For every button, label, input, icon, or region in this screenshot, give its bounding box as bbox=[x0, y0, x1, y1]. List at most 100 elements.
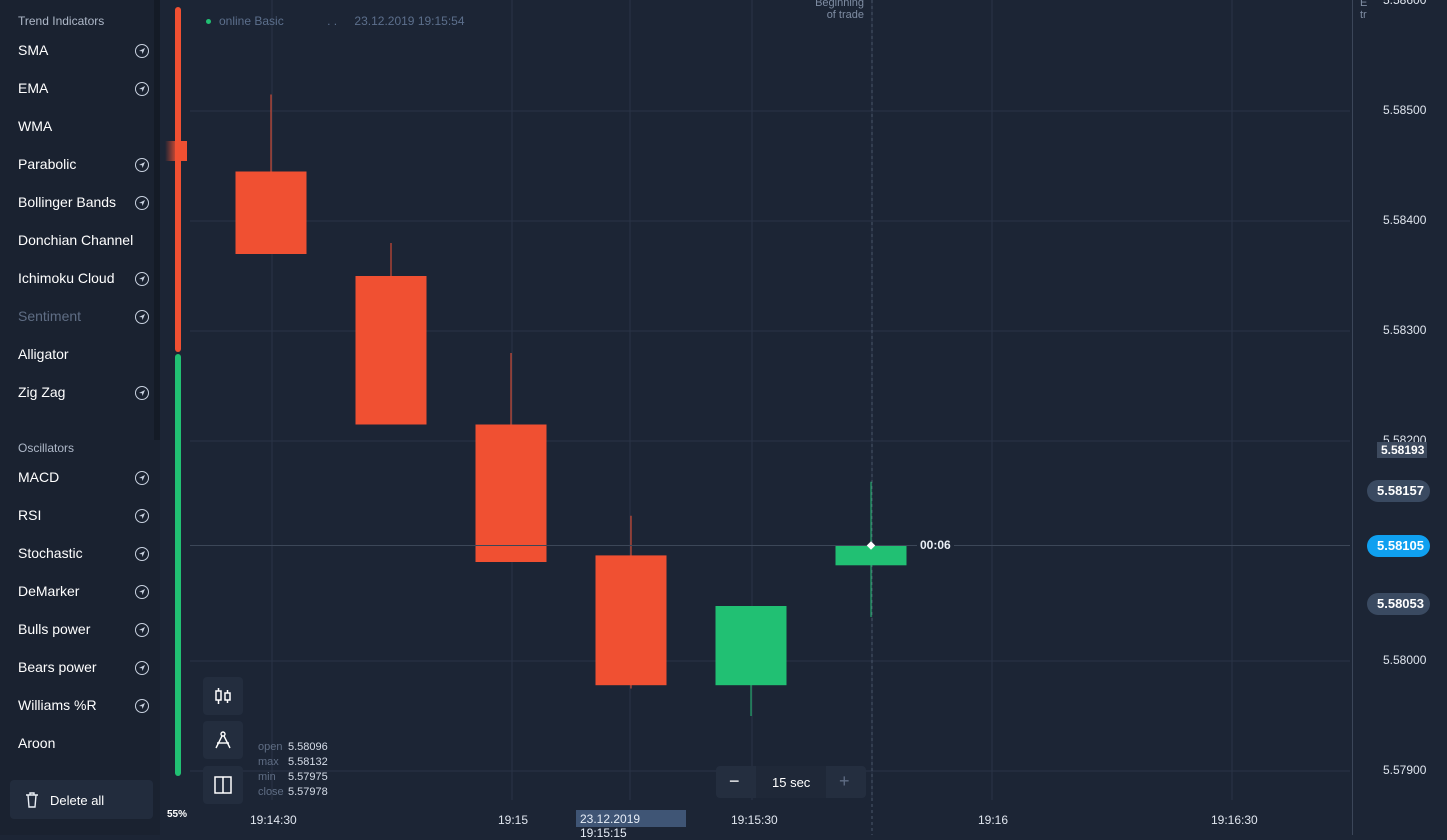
settings-arrow-icon[interactable] bbox=[135, 585, 149, 599]
indicator-bollinger-bands[interactable]: Bollinger Bands bbox=[0, 186, 154, 220]
price-tick: 5.58000 bbox=[1383, 653, 1427, 667]
price-tick: 5.58600 bbox=[1383, 0, 1427, 7]
trash-icon bbox=[26, 792, 38, 808]
timeframe-decrease-button[interactable]: − bbox=[716, 766, 756, 798]
account-label: online Basic bbox=[219, 14, 284, 28]
settings-arrow-icon[interactable] bbox=[135, 386, 149, 400]
settings-arrow-icon[interactable] bbox=[135, 158, 149, 172]
chart-header: online Basic . . 23.12.2019 19:15:54 bbox=[206, 14, 465, 28]
sentiment-marker bbox=[165, 141, 187, 161]
close-key: close bbox=[258, 786, 284, 798]
settings-arrow-icon[interactable] bbox=[135, 44, 149, 58]
ohlc-info: open 5.58096 max 5.58132 min 5.57975 close 5… bbox=[258, 740, 328, 800]
indicator-wma[interactable]: WMA bbox=[0, 110, 154, 144]
sentiment-buy-bar bbox=[175, 354, 181, 776]
time-tick: 19:16 bbox=[978, 813, 1009, 827]
indicator-ema[interactable]: EMA bbox=[0, 72, 154, 106]
indicator-zig-zag[interactable]: Zig Zag bbox=[0, 376, 154, 410]
indicator-sma[interactable]: SMA bbox=[0, 34, 154, 68]
layout-button[interactable] bbox=[203, 766, 243, 804]
indicator-label: DeMarker bbox=[18, 583, 80, 599]
price-tick: 5.58500 bbox=[1383, 103, 1427, 117]
candle-body bbox=[235, 171, 307, 254]
indicator-label: Donchian Channel bbox=[18, 232, 134, 248]
indicator-label: RSI bbox=[18, 507, 42, 523]
indicator-bears-power[interactable]: Bears power bbox=[0, 651, 154, 685]
compass-icon bbox=[215, 731, 231, 749]
settings-arrow-icon[interactable] bbox=[135, 547, 149, 561]
indicator-label: Sentiment bbox=[18, 308, 82, 324]
indicator-aroon[interactable]: Aroon bbox=[0, 727, 154, 761]
price-axis: 5.58600 5.58500 5.58400 5.58300 5.58200 5.580… bbox=[1352, 0, 1447, 835]
indicator-label: Alligator bbox=[18, 346, 69, 362]
min-key: min bbox=[258, 771, 276, 783]
timeframe-control: − 15 sec + bbox=[716, 766, 866, 798]
countdown-timer: 00:06 bbox=[917, 538, 954, 552]
delete-all-label: Delete all bbox=[50, 793, 105, 808]
indicator-label: Bulls power bbox=[18, 621, 91, 637]
indicator-label: Parabolic bbox=[18, 156, 77, 172]
header-datetime: 23.12.2019 19:15:54 bbox=[354, 14, 465, 28]
time-tick: 19:14:30 bbox=[250, 813, 297, 827]
current-price-pill: 5.58105 bbox=[1367, 535, 1430, 557]
time-tick: 19:15:30 bbox=[731, 813, 778, 827]
delete-all-button[interactable]: Delete all bbox=[10, 780, 153, 819]
candle-body bbox=[715, 606, 787, 686]
trade-begin-line1: Beginning bbox=[815, 0, 864, 9]
trend-indicators-title: Trend Indicators bbox=[18, 14, 105, 28]
indicator-stochastic[interactable]: Stochastic bbox=[0, 537, 154, 571]
high-price-pill: 5.58157 bbox=[1367, 480, 1430, 502]
candles-icon bbox=[215, 688, 231, 704]
price-tick: 5.58300 bbox=[1383, 323, 1427, 337]
indicator-parabolic[interactable]: Parabolic bbox=[0, 148, 154, 182]
sentiment-percent: 55% bbox=[167, 809, 188, 820]
candle-body bbox=[355, 276, 427, 425]
sentiment-sell-bar bbox=[175, 7, 181, 352]
indicator-label: MACD bbox=[18, 469, 60, 485]
time-tick: 19:16:30 bbox=[1211, 813, 1258, 827]
indicator-label: EMA bbox=[18, 80, 49, 96]
indicator-label: Williams %R bbox=[18, 697, 97, 713]
settings-arrow-icon[interactable] bbox=[135, 623, 149, 637]
indicator-macd[interactable]: MACD bbox=[0, 461, 154, 495]
indicator-bulls-power[interactable]: Bulls power bbox=[0, 613, 154, 647]
indicator-label: Bears power bbox=[18, 659, 97, 675]
sidebar-scrollbar[interactable] bbox=[154, 0, 160, 440]
indicator-demarker[interactable]: DeMarker bbox=[0, 575, 154, 609]
drawing-tools-button[interactable] bbox=[203, 721, 243, 759]
open-key: open bbox=[258, 741, 283, 753]
settings-arrow-icon[interactable] bbox=[135, 471, 149, 485]
price-tick: 5.57900 bbox=[1383, 763, 1427, 777]
online-dot bbox=[206, 19, 211, 25]
settings-arrow-icon[interactable] bbox=[135, 699, 149, 713]
current-price-marker bbox=[866, 541, 876, 550]
oscillators-title: Oscillators bbox=[18, 441, 75, 455]
plus-icon: + bbox=[839, 771, 850, 791]
end-of-trade-label: E tr bbox=[1360, 0, 1367, 21]
settings-arrow-icon[interactable] bbox=[135, 272, 149, 286]
header-separator: . . bbox=[327, 14, 338, 28]
settings-arrow-icon[interactable] bbox=[135, 661, 149, 675]
indicator-ichimoku-cloud[interactable]: Ichimoku Cloud bbox=[0, 262, 154, 296]
indicator-rsi[interactable]: RSI bbox=[0, 499, 154, 533]
timeframe-increase-button[interactable]: + bbox=[826, 766, 866, 798]
indicator-williams-r[interactable]: Williams %R bbox=[0, 689, 154, 723]
price-tick: 5.58400 bbox=[1383, 213, 1427, 227]
settings-arrow-icon[interactable] bbox=[135, 196, 149, 210]
indicator-label: Stochastic bbox=[18, 545, 83, 561]
indicator-sentiment[interactable]: Sentiment bbox=[0, 300, 154, 334]
settings-arrow-icon[interactable] bbox=[135, 82, 149, 96]
settings-arrow-icon[interactable] bbox=[135, 310, 149, 324]
indicator-alligator[interactable]: Alligator bbox=[0, 338, 154, 372]
candle-body bbox=[595, 555, 667, 686]
close-value: 5.57978 bbox=[288, 786, 328, 798]
price-chart[interactable] bbox=[190, 0, 1350, 835]
split-layout-icon bbox=[214, 776, 232, 794]
trade-end-line2: tr bbox=[1360, 9, 1367, 21]
beginning-of-trade-label: Beginning of trade bbox=[790, 0, 864, 21]
settings-arrow-icon[interactable] bbox=[135, 509, 149, 523]
chart-type-button[interactable] bbox=[203, 677, 243, 715]
open-price-tag: 5.58193 bbox=[1377, 442, 1427, 458]
max-key: max bbox=[258, 756, 279, 768]
indicator-donchian-channel[interactable]: Donchian Channel bbox=[0, 224, 154, 258]
